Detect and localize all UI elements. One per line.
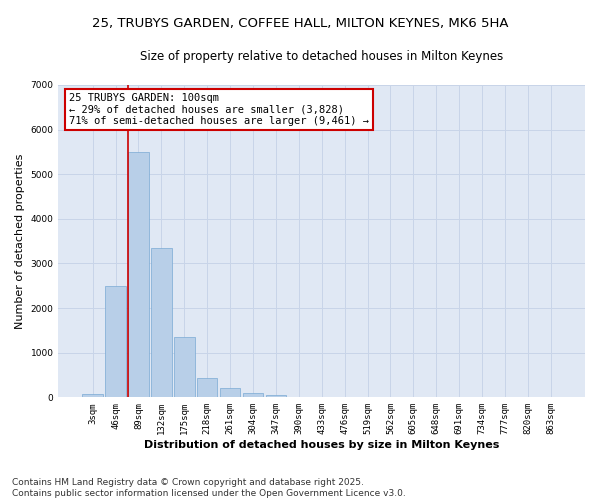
Text: Contains HM Land Registry data © Crown copyright and database right 2025.
Contai: Contains HM Land Registry data © Crown c… — [12, 478, 406, 498]
Bar — [128, 152, 149, 398]
Bar — [151, 248, 172, 398]
Bar — [242, 393, 263, 398]
Title: Size of property relative to detached houses in Milton Keynes: Size of property relative to detached ho… — [140, 50, 503, 63]
Bar — [266, 395, 286, 398]
Text: 25, TRUBYS GARDEN, COFFEE HALL, MILTON KEYNES, MK6 5HA: 25, TRUBYS GARDEN, COFFEE HALL, MILTON K… — [92, 18, 508, 30]
Text: 25 TRUBYS GARDEN: 100sqm
← 29% of detached houses are smaller (3,828)
71% of sem: 25 TRUBYS GARDEN: 100sqm ← 29% of detach… — [69, 93, 369, 126]
Bar — [197, 378, 217, 398]
Bar — [82, 394, 103, 398]
Bar — [105, 286, 126, 398]
Y-axis label: Number of detached properties: Number of detached properties — [15, 154, 25, 329]
Bar — [174, 337, 194, 398]
X-axis label: Distribution of detached houses by size in Milton Keynes: Distribution of detached houses by size … — [144, 440, 499, 450]
Bar — [220, 388, 241, 398]
